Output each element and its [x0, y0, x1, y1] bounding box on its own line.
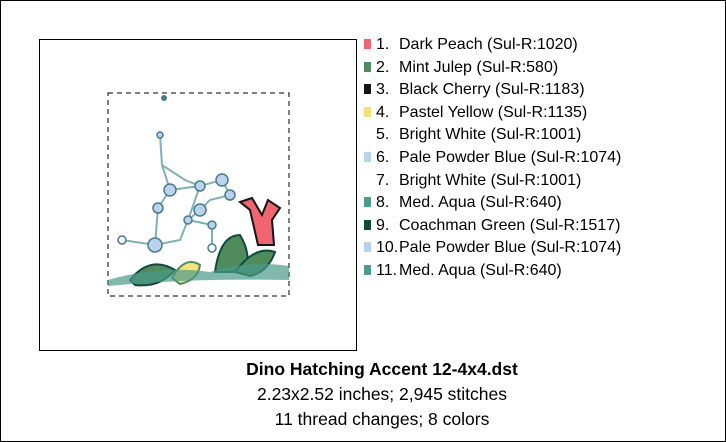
thread-name: Pastel Yellow (Sul-R:1135)	[399, 103, 588, 121]
thread-item: 5. Bright White (Sul-R:1001)	[364, 125, 621, 148]
thread-item: 9. Coachman Green (Sul-R:1517)	[364, 216, 621, 239]
thread-item: 2. Mint Julep (Sul-R:580)	[364, 58, 621, 81]
thread-swatch	[364, 39, 371, 49]
thread-number: 6.	[376, 148, 390, 166]
thread-list: 1. Dark Peach (Sul-R:1020) 2. Mint Julep (S…	[364, 35, 621, 284]
thread-number: 2.	[376, 58, 390, 76]
thread-number: 4.	[376, 103, 390, 121]
thread-number: 8.	[376, 194, 390, 212]
thread-name: Black Cherry (Sul-R:1183)	[399, 81, 585, 99]
design-title: Dino Hatching Accent 12-4x4.dst	[246, 359, 518, 379]
thread-item: 11. Med. Aqua (Sul-R:640)	[364, 261, 621, 284]
thread-item: 10.Pale Powder Blue (Sul-R:1074)	[364, 238, 621, 261]
thread-swatch	[364, 197, 371, 208]
thread-swatch	[364, 219, 371, 230]
thread-number: 11.	[376, 261, 398, 279]
thread-swatch	[364, 151, 371, 162]
thread-item: 4. Pastel Yellow (Sul-R:1135)	[364, 103, 621, 126]
thread-name: Med. Aqua (Sul-R:640)	[399, 261, 562, 279]
thread-name: Bright White (Sul-R:1001)	[399, 126, 582, 144]
thread-swatch	[364, 84, 371, 95]
thread-number: 10.	[376, 239, 399, 257]
thread-item: 7. Bright White (Sul-R:1001)	[364, 171, 621, 194]
thread-name: Mint Julep (Sul-R:580)	[399, 58, 559, 76]
caption: Dino Hatching Accent 12-4x4.dst 2.23x2.5…	[39, 357, 725, 432]
thread-swatch	[364, 264, 371, 275]
thread-number: 7.	[376, 171, 390, 189]
thread-item: 6. Pale Powder Blue (Sul-R:1074)	[364, 148, 621, 171]
thread-name: Pale Powder Blue (Sul-R:1074)	[399, 148, 622, 166]
thread-swatch	[364, 129, 371, 140]
thread-name: Med. Aqua (Sul-R:640)	[399, 194, 562, 212]
thread-name: Bright White (Sul-R:1001)	[399, 171, 582, 189]
thread-number: 3.	[376, 81, 390, 99]
thread-swatch	[364, 61, 371, 72]
thread-number: 5.	[376, 126, 390, 144]
thread-number: 9.	[376, 216, 390, 234]
thread-swatch	[364, 242, 371, 253]
thread-number: 1.	[376, 36, 390, 53]
thread-name: Coachman Green (Sul-R:1517)	[399, 216, 621, 234]
embroidery-illustration	[107, 92, 290, 297]
thread-swatch	[364, 174, 371, 185]
thread-item: 8. Med. Aqua (Sul-R:640)	[364, 193, 621, 216]
thread-name: Dark Peach (Sul-R:1020)	[399, 36, 578, 53]
design-colors: 11 thread changes; 8 colors	[274, 409, 490, 429]
thread-item: 1. Dark Peach (Sul-R:1020)	[364, 35, 621, 58]
thread-swatch	[364, 106, 371, 117]
design-preview	[39, 39, 357, 351]
design-size: 2.23x2.52 inches; 2,945 stitches	[256, 384, 508, 404]
thread-item: 3. Black Cherry (Sul-R:1183)	[364, 80, 621, 103]
thread-name: Pale Powder Blue (Sul-R:1074)	[399, 239, 622, 257]
